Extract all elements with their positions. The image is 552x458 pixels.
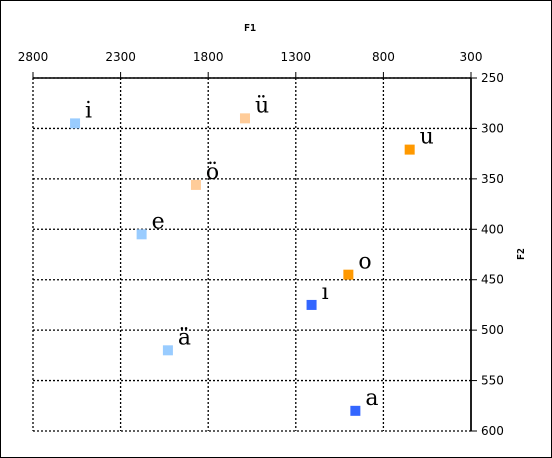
x-tick-label: 1800 <box>193 50 224 64</box>
y-tick-label: 300 <box>481 121 504 135</box>
point-label: ö <box>206 160 219 185</box>
x-tick-labels: 2800 2300 1800 1300 800 300 <box>18 50 483 64</box>
grid-lines <box>32 72 477 432</box>
y-axis-title: F2 <box>516 248 527 260</box>
data-point <box>239 113 250 124</box>
x-tick-label: 2800 <box>18 50 49 64</box>
y-tick-label: 600 <box>481 424 504 438</box>
x-axis-title: F1 <box>244 23 256 34</box>
y-tick-label: 450 <box>481 273 504 287</box>
y-tick-labels: 250 300 350 400 450 500 550 600 <box>481 71 504 438</box>
x-tick-label: 800 <box>372 50 395 64</box>
data-point <box>190 179 201 190</box>
data-point <box>404 144 415 155</box>
point-label: o <box>358 250 371 275</box>
point-label: u <box>420 125 434 150</box>
y-tick-label: 500 <box>481 323 504 337</box>
point-label: ı <box>322 280 329 305</box>
data-points: i ü u ö e o ı ä a <box>70 93 434 416</box>
data-point <box>350 405 361 416</box>
point-label: ä <box>178 325 191 350</box>
y-tick-label: 250 <box>481 71 504 85</box>
x-tick-label: 2300 <box>105 50 136 64</box>
y-tick-label: 400 <box>481 222 504 236</box>
data-point <box>306 299 317 310</box>
point-label: ü <box>255 93 269 118</box>
y-tick-label: 350 <box>481 172 504 186</box>
x-tick-label: 300 <box>460 50 483 64</box>
data-point <box>162 345 173 356</box>
point-label: e <box>152 209 165 234</box>
x-tick-label: 1300 <box>281 50 312 64</box>
data-point <box>136 229 147 240</box>
point-label: a <box>365 386 378 411</box>
y-tick-label: 550 <box>481 374 504 388</box>
point-label: i <box>85 98 92 123</box>
data-point <box>70 118 81 129</box>
data-point <box>343 269 354 280</box>
